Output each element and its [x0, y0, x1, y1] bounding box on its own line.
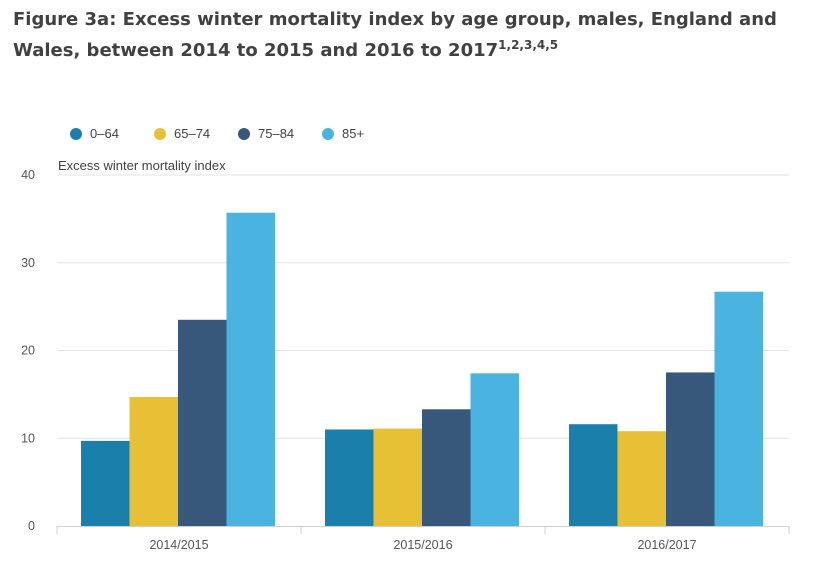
chart-title: Figure 3a: Excess winter mortality index… [13, 4, 803, 66]
legend-label-65-74: 65–74 [174, 126, 211, 141]
x-tick-label: 2016/2017 [637, 538, 696, 552]
legend-swatch-85-plus [322, 127, 334, 140]
x-tick-label: 2014/2015 [149, 538, 208, 552]
bar-2014-2015-series-3[interactable] [226, 212, 276, 527]
y-tick-label: 10 [21, 431, 35, 445]
y-tick-label: 0 [28, 519, 35, 533]
bar-2015-2016-series-0[interactable] [325, 429, 374, 526]
legend-item-65-74[interactable]: 65–74 [154, 126, 238, 141]
legend-label-75-84: 75–84 [258, 126, 295, 141]
bar-2014-2015-series-1[interactable] [129, 397, 179, 526]
bar-2015-2016-series-2[interactable] [422, 409, 471, 526]
y-tick-label: 30 [21, 256, 35, 270]
x-axis: 2014/2015 2015/2016 2016/2017 [56, 526, 790, 552]
chart-title-text: Figure 3a: Excess winter mortality index… [13, 9, 777, 61]
bar-2016-2017-series-2[interactable] [666, 372, 715, 526]
legend-label-0-64: 0–64 [90, 126, 119, 141]
bar-2014-2015-series-0[interactable] [81, 440, 130, 526]
bar-2016-2017-series-0[interactable] [569, 424, 618, 526]
x-tick-label: 2015/2016 [393, 538, 452, 552]
legend-swatch-75-84 [238, 127, 250, 140]
bar-2015-2016-series-1[interactable] [373, 428, 423, 526]
legend-label-85-plus: 85+ [342, 126, 365, 141]
y-axis-ticks: 0 10 20 30 40 [21, 168, 35, 533]
legend-swatch-65-74 [154, 127, 166, 140]
legend-item-0-64[interactable]: 0–64 [70, 126, 154, 141]
chart-title-footnotes: 1,2,3,4,5 [498, 38, 559, 52]
y-axis-label: Excess winter mortality index [58, 158, 226, 173]
bar-2014-2015-series-2[interactable] [178, 319, 227, 526]
legend-item-75-84[interactable]: 75–84 [238, 126, 322, 141]
legend-item-85-plus[interactable]: 85+ [322, 126, 406, 141]
bar-2015-2016-series-3[interactable] [470, 373, 520, 526]
bar-2016-2017-series-1[interactable] [617, 431, 667, 526]
y-tick-label: 20 [21, 344, 35, 358]
bar-2016-2017-series-3[interactable] [714, 291, 764, 526]
chart-legend: 0–64 65–74 75–84 85+ [70, 126, 406, 141]
y-tick-label: 40 [21, 168, 35, 182]
bars [81, 212, 764, 527]
legend-swatch-0-64 [70, 127, 82, 140]
